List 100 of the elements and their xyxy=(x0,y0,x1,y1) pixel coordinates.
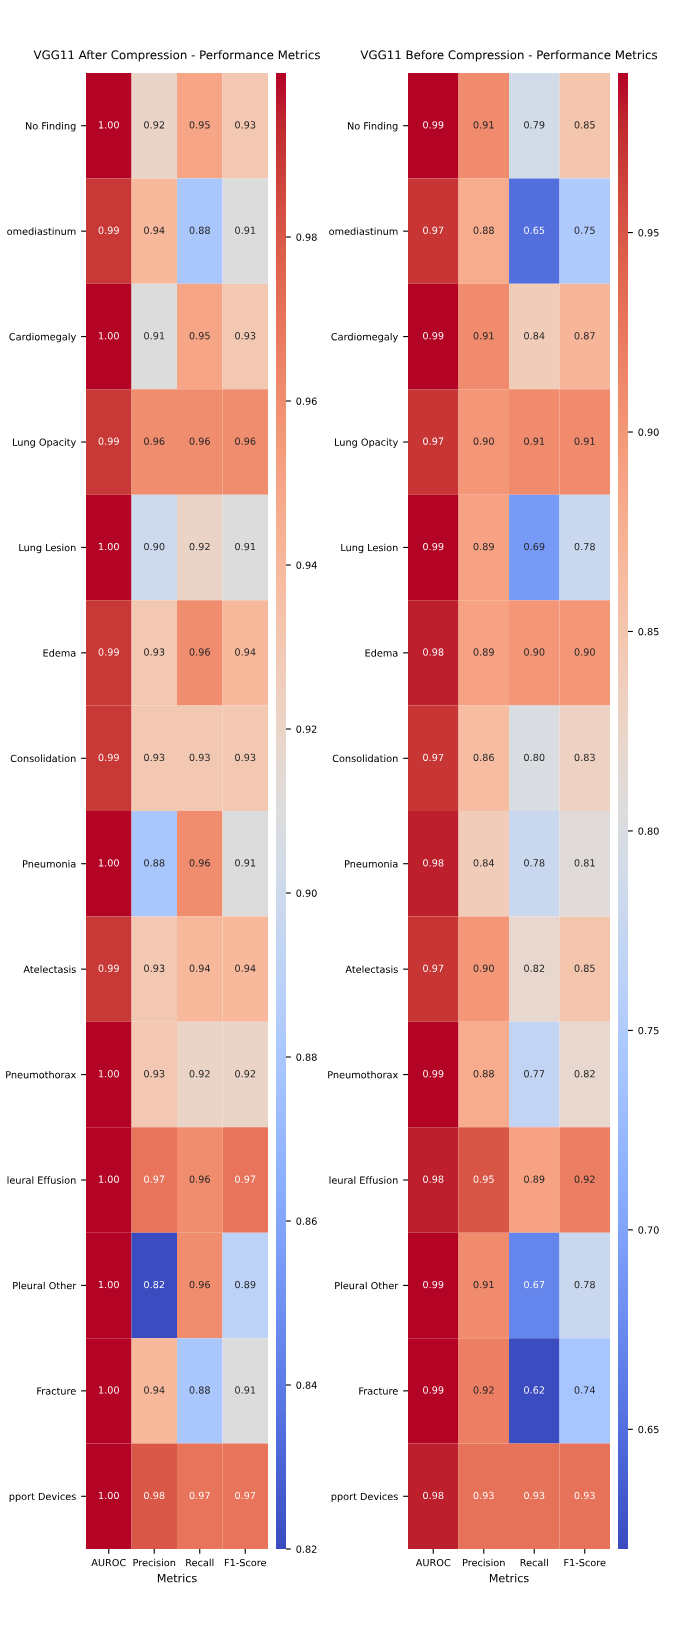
color-bar-label: 0.86 xyxy=(296,1217,317,1225)
data-label: 0.88 xyxy=(189,226,210,234)
data-label: 0.96 xyxy=(189,437,210,445)
chart-title: VGG11 Before Compression - Performance Metrics xyxy=(360,50,658,62)
data-label: 0.94 xyxy=(144,1386,165,1394)
x-tick-label: F1-Score xyxy=(224,1558,266,1567)
color-bar-label: 0.75 xyxy=(638,1026,659,1035)
data-label: 0.93 xyxy=(144,1070,165,1078)
y-tick-label: Lung Lesion xyxy=(19,543,76,554)
data-label: 0.96 xyxy=(235,437,256,445)
data-label: 1.00 xyxy=(98,1175,119,1183)
data-label: 0.89 xyxy=(235,1280,256,1289)
x-tick-label: Recall xyxy=(186,1558,214,1567)
data-label: 0.98 xyxy=(423,648,444,656)
color-bar-label: 0.65 xyxy=(638,1425,659,1434)
data-label: 0.85 xyxy=(574,121,595,129)
data-label: 0.96 xyxy=(144,437,165,445)
data-label: 1.00 xyxy=(98,542,119,551)
data-label: 0.95 xyxy=(189,332,210,340)
data-label: 1.00 xyxy=(98,1070,119,1078)
data-label: 0.82 xyxy=(524,964,545,972)
data-label: 0.91 xyxy=(473,1280,494,1289)
y-tick-label: leural Effusion xyxy=(7,1176,76,1184)
data-label: 0.65 xyxy=(524,226,545,234)
y-tick-label: Pneumonia xyxy=(23,860,76,868)
data-label: 0.91 xyxy=(235,226,256,234)
data-label: 0.88 xyxy=(144,859,165,867)
data-label: 0.91 xyxy=(235,859,256,867)
x-tick-label: AUROC xyxy=(91,1558,126,1567)
data-label: 0.96 xyxy=(189,1175,210,1183)
data-label: 0.97 xyxy=(235,1491,256,1500)
data-label: 0.93 xyxy=(473,1491,494,1500)
data-label: 0.89 xyxy=(473,542,494,551)
y-tick-label: Fracture xyxy=(37,1387,76,1395)
data-label: 0.91 xyxy=(473,332,494,340)
data-label: 0.93 xyxy=(144,753,165,762)
data-label: 1.00 xyxy=(98,859,119,867)
data-label: 0.99 xyxy=(98,648,119,656)
data-label: 0.94 xyxy=(235,964,256,972)
data-label: 0.83 xyxy=(574,753,595,762)
data-label: 0.78 xyxy=(574,1280,595,1289)
data-label: 1.00 xyxy=(98,1386,119,1394)
data-label: 0.93 xyxy=(235,753,256,762)
data-label: 0.78 xyxy=(524,859,545,867)
y-tick-label: No Finding xyxy=(25,122,76,132)
data-label: 0.93 xyxy=(574,1491,595,1500)
data-label: 0.97 xyxy=(423,226,444,234)
data-label: 0.92 xyxy=(574,1175,595,1183)
data-label: 0.98 xyxy=(423,1175,444,1183)
data-label: 0.97 xyxy=(423,437,444,445)
data-label: 0.98 xyxy=(423,1491,444,1500)
data-label: 0.95 xyxy=(189,121,210,129)
color-bar-label: 0.88 xyxy=(296,1053,317,1061)
color-bar-label: 0.90 xyxy=(638,428,659,436)
y-tick-label: Pneumothorax xyxy=(6,1070,76,1079)
color-bar-label: 0.92 xyxy=(296,725,317,733)
data-label: 0.93 xyxy=(235,332,256,340)
data-label: 0.89 xyxy=(473,648,494,656)
y-tick-label: Pneumonia xyxy=(345,860,398,868)
y-tick-label: No Finding xyxy=(347,122,398,132)
data-label: 0.79 xyxy=(524,121,545,129)
y-tick-label: Consolidation xyxy=(10,754,76,763)
data-label: 0.97 xyxy=(423,753,444,762)
data-label: 0.93 xyxy=(144,648,165,656)
x-tick-label: AUROC xyxy=(415,1558,451,1567)
data-label: 0.98 xyxy=(423,859,444,867)
data-label: 0.95 xyxy=(473,1175,494,1183)
data-label: 0.93 xyxy=(189,753,210,762)
data-label: 0.87 xyxy=(574,332,595,340)
data-label: 0.99 xyxy=(423,1280,444,1289)
data-label: 1.00 xyxy=(98,332,119,340)
chart-title: VGG11 After Compression - Performance Metrics xyxy=(33,50,320,62)
y-tick-label: Lung Opacity xyxy=(335,438,398,448)
data-label: 0.90 xyxy=(144,542,165,551)
data-label: 1.00 xyxy=(98,121,119,129)
y-tick-label: Atelectasis xyxy=(345,965,398,973)
data-label: 0.99 xyxy=(98,437,119,445)
data-label: 0.99 xyxy=(423,121,444,129)
y-tick-label: Lung Lesion xyxy=(341,543,398,554)
data-label: 0.77 xyxy=(524,1070,545,1078)
data-label: 0.90 xyxy=(473,437,494,445)
color-bar-label: 0.85 xyxy=(638,627,659,636)
data-label: 0.91 xyxy=(574,437,595,445)
data-label: 0.92 xyxy=(473,1386,494,1394)
data-label: 0.91 xyxy=(235,1386,256,1394)
y-tick-label: Cardiomegaly xyxy=(331,332,398,343)
y-tick-label: Fracture xyxy=(359,1387,398,1395)
y-tick-label: Edema xyxy=(43,649,76,657)
y-tick-label: Lung Opacity xyxy=(13,438,76,448)
data-label: 0.85 xyxy=(574,964,595,972)
data-label: 0.90 xyxy=(524,648,545,656)
data-label: 0.84 xyxy=(473,859,495,867)
data-label: 0.84 xyxy=(524,332,545,340)
color-bar-label: 0.84 xyxy=(296,1381,317,1389)
data-label: 0.88 xyxy=(473,1070,494,1078)
color-bar-label: 0.96 xyxy=(296,397,317,405)
y-tick-label: Edema xyxy=(365,649,398,657)
data-label: 0.75 xyxy=(574,226,595,234)
data-label: 0.74 xyxy=(574,1386,596,1394)
color-bar-label: 0.90 xyxy=(296,889,317,897)
